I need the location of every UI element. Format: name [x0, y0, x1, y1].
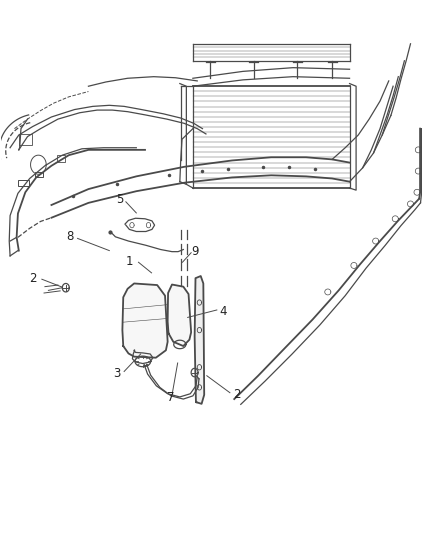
Polygon shape — [122, 284, 168, 358]
Text: 8: 8 — [67, 230, 74, 243]
Polygon shape — [194, 276, 204, 404]
Text: 2: 2 — [233, 389, 240, 401]
Text: 7: 7 — [166, 391, 174, 404]
Text: 5: 5 — [116, 193, 124, 206]
Text: 3: 3 — [113, 367, 120, 380]
Polygon shape — [168, 285, 191, 346]
Text: 2: 2 — [29, 272, 36, 285]
Text: 4: 4 — [219, 304, 227, 318]
Text: 9: 9 — [192, 245, 199, 258]
Text: 1: 1 — [126, 255, 134, 268]
